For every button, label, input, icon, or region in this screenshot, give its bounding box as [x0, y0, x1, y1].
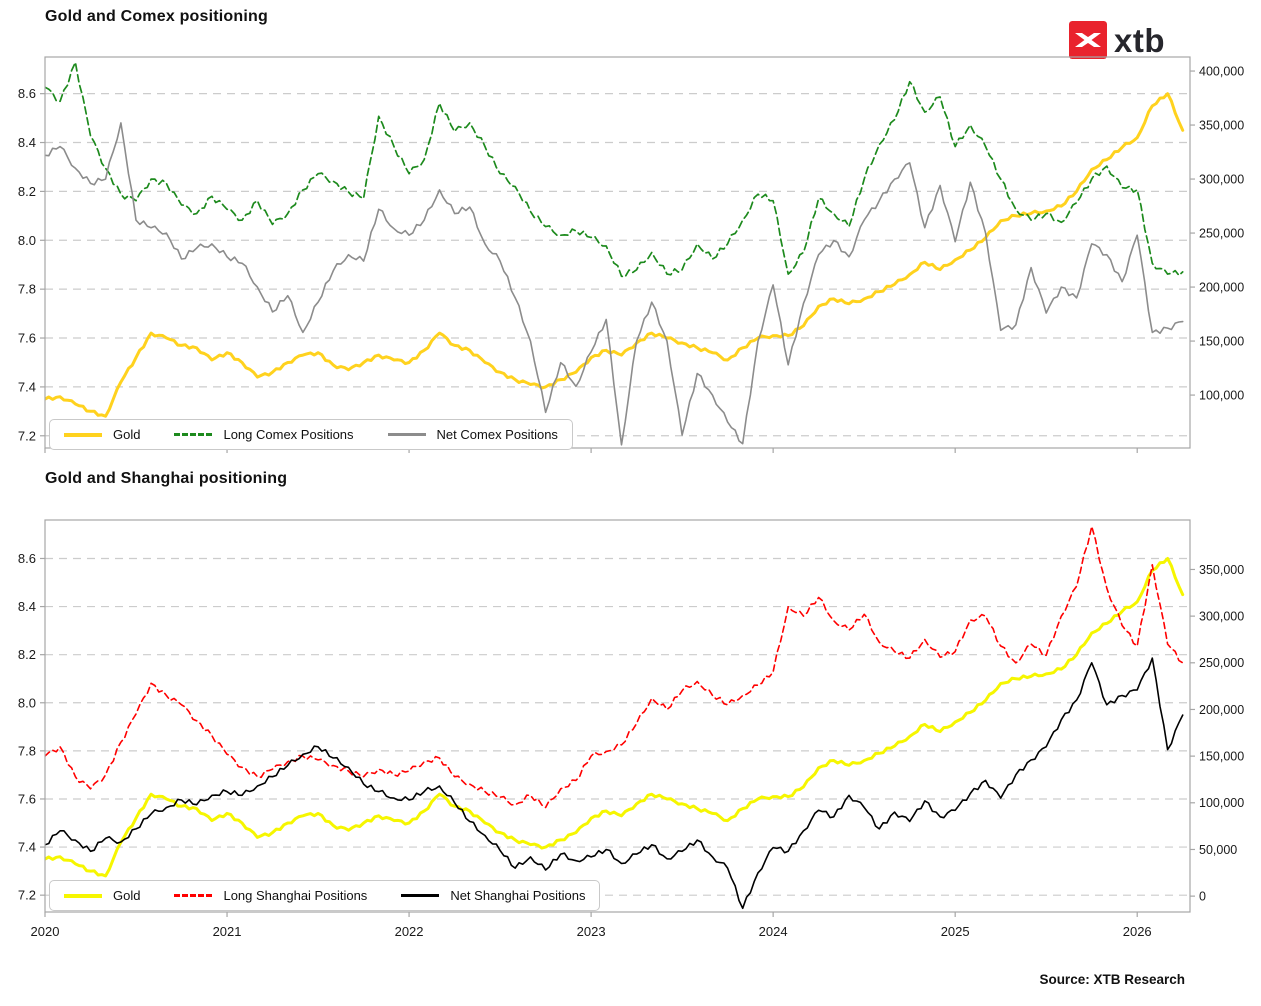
net-shanghai-line-swatch — [401, 894, 440, 897]
long-comex-positions-line — [45, 61, 1184, 278]
legend-item-long-comex: Long Comex Positions — [174, 427, 354, 442]
legend-label: Net Shanghai Positions — [450, 888, 586, 903]
svg-text:8.4: 8.4 — [18, 599, 36, 614]
svg-text:250,000: 250,000 — [1199, 656, 1244, 670]
net-comex-line-swatch — [387, 433, 426, 436]
net-shanghai-positions-line — [45, 657, 1184, 910]
svg-text:8.0: 8.0 — [18, 233, 36, 248]
gold-line-swatch — [64, 893, 102, 898]
legend-label: Long Shanghai Positions — [223, 888, 368, 903]
comex-chart-legend: Gold Long Comex Positions Net Comex Posi… — [49, 419, 573, 450]
svg-text:2026: 2026 — [1123, 924, 1152, 939]
svg-text:7.8: 7.8 — [18, 743, 36, 758]
svg-text:8.4: 8.4 — [18, 135, 36, 150]
long-shanghai-line-swatch — [174, 894, 213, 897]
svg-text:8.6: 8.6 — [18, 551, 36, 566]
svg-text:400,000: 400,000 — [1199, 64, 1244, 78]
svg-text:7.4: 7.4 — [18, 840, 36, 855]
svg-text:7.2: 7.2 — [18, 428, 36, 443]
svg-text:2021: 2021 — [213, 924, 242, 939]
legend-item-net-comex: Net Comex Positions — [387, 427, 558, 442]
svg-text:2023: 2023 — [577, 924, 606, 939]
svg-text:7.4: 7.4 — [18, 379, 36, 394]
gold-line — [45, 92, 1185, 418]
svg-text:100,000: 100,000 — [1199, 388, 1244, 402]
legend-item-long-shanghai: Long Shanghai Positions — [174, 888, 367, 903]
comex-chart-title: Gold and Comex positioning — [45, 8, 268, 25]
legend-label: Long Comex Positions — [223, 427, 354, 442]
svg-text:150,000: 150,000 — [1199, 750, 1244, 764]
svg-text:200,000: 200,000 — [1199, 703, 1244, 717]
svg-text:350,000: 350,000 — [1199, 563, 1244, 577]
legend-label: Net Comex Positions — [436, 427, 558, 442]
svg-text:100,000: 100,000 — [1199, 796, 1244, 810]
svg-text:0: 0 — [1199, 890, 1206, 904]
svg-text:2022: 2022 — [395, 924, 424, 939]
svg-text:150,000: 150,000 — [1199, 334, 1244, 348]
xtb-logo-text: xtb — [1114, 21, 1165, 59]
svg-text:2025: 2025 — [941, 924, 970, 939]
svg-text:2024: 2024 — [759, 924, 788, 939]
xtb-x-icon — [1069, 21, 1107, 59]
svg-text:7.2: 7.2 — [18, 888, 36, 903]
svg-text:8.0: 8.0 — [18, 695, 36, 710]
xtb-logo: xtb — [1069, 21, 1165, 59]
shanghai-chart-legend: Gold Long Shanghai Positions Net Shangha… — [49, 880, 601, 911]
legend-item-net-shanghai: Net Shanghai Positions — [401, 888, 585, 903]
gold-line — [45, 557, 1185, 878]
long-shanghai-positions-line — [45, 525, 1184, 809]
legend-label: Gold — [113, 888, 141, 903]
svg-text:8.2: 8.2 — [18, 647, 36, 662]
svg-text:8.2: 8.2 — [18, 184, 36, 199]
legend-label: Gold — [113, 427, 141, 442]
comex-chart-canvas: 7.2 7.4 7.6 7.8 8.0 8.2 8.4 8.6 100,000 150,000 20… — [18, 56, 1244, 453]
svg-text:250,000: 250,000 — [1199, 226, 1244, 240]
svg-text:300,000: 300,000 — [1199, 172, 1244, 186]
shanghai-chart-canvas: 7.2 7.4 7.6 7.8 8.0 8.2 8.4 8.6 0 50,000 100,000 15… — [18, 519, 1244, 939]
legend-item-gold: Gold — [64, 888, 140, 903]
legend-item-gold: Gold — [64, 427, 140, 442]
svg-text:350,000: 350,000 — [1199, 118, 1244, 132]
svg-text:7.6: 7.6 — [18, 331, 36, 346]
svg-text:300,000: 300,000 — [1199, 610, 1244, 624]
svg-text:7.8: 7.8 — [18, 282, 36, 297]
svg-text:2020: 2020 — [31, 924, 60, 939]
svg-text:50,000: 50,000 — [1199, 843, 1237, 857]
long-comex-line-swatch — [174, 433, 213, 436]
shanghai-chart-title: Gold and Shanghai positioning — [45, 470, 288, 487]
net-comex-positions-line — [45, 122, 1184, 446]
svg-text:8.6: 8.6 — [18, 86, 36, 101]
svg-text:7.6: 7.6 — [18, 792, 36, 807]
source-note: Source: XTB Research — [1039, 972, 1185, 987]
gold-line-swatch — [64, 432, 102, 437]
svg-text:200,000: 200,000 — [1199, 280, 1244, 294]
